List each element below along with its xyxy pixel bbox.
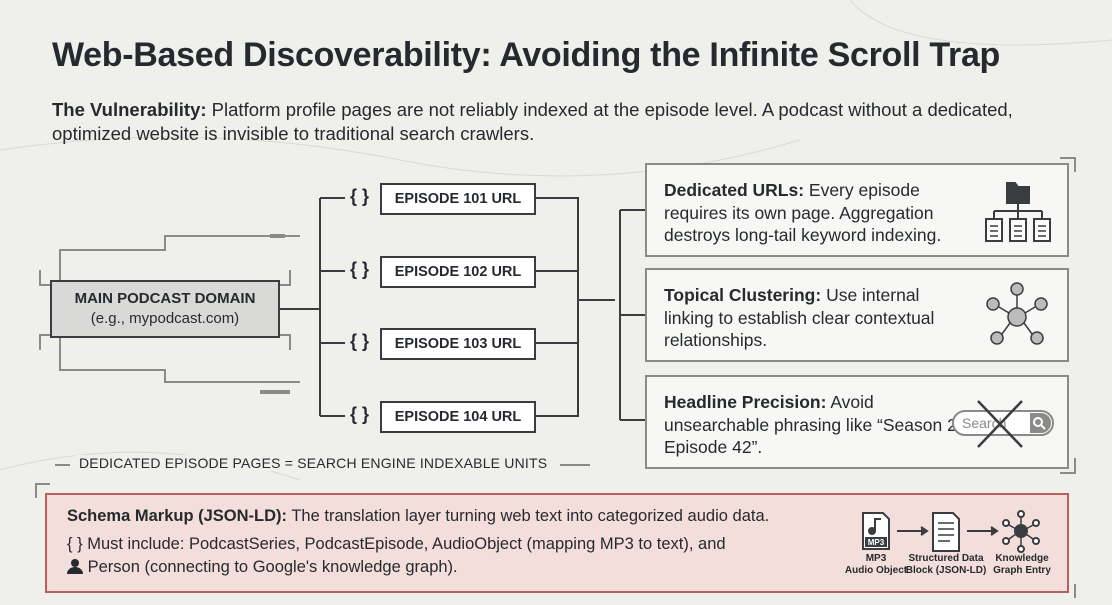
search-icon: Search	[952, 400, 1054, 448]
card-label: Topical Clustering:	[664, 285, 822, 305]
card-body: Avoid unsearchable phrasing like “Season…	[664, 392, 962, 457]
flow-icons: MP3	[862, 510, 1040, 553]
schema-panel: Schema Markup (JSON-LD): The translation…	[45, 493, 1069, 593]
person-icon	[67, 559, 83, 574]
brace: { }	[350, 259, 370, 279]
brace: { }	[350, 404, 370, 424]
title: Web-Based Discoverability: Avoiding the …	[52, 36, 1001, 74]
schema-line: Schema Markup (JSON-LD): The translation…	[67, 507, 769, 526]
episode-box: EPISODE 104 URL	[380, 401, 536, 433]
card-text: Topical Clustering: Use internal linking…	[664, 284, 964, 352]
hierarchy-icon	[985, 182, 1051, 242]
brace: { }	[350, 331, 370, 351]
card-text: Headline Precision: Avoid unsearchable p…	[664, 391, 964, 459]
domain-box: MAIN PODCAST DOMAIN (e.g., mypodcast.com…	[50, 280, 280, 338]
flow-label: MP3 Audio Object	[831, 553, 921, 577]
brace: { }	[350, 186, 370, 206]
card: Dedicated URLs: Every episode requires i…	[645, 163, 1069, 257]
vulnerability-text: Platform profile pages are not reliably …	[52, 99, 1013, 144]
flow-label-line: Knowledge	[995, 553, 1049, 564]
card: Headline Precision: Avoid unsearchable p…	[645, 375, 1069, 469]
schema-line: { } Must include: PodcastSeries, Podcast…	[67, 535, 726, 554]
flow-label-line: Graph Entry	[993, 565, 1051, 576]
card: Topical Clustering: Use internal linking…	[645, 268, 1069, 362]
episode-box: EPISODE 101 URL	[380, 183, 536, 215]
flow-label: Structured Data Block (JSON-LD)	[901, 553, 991, 577]
episode-box: EPISODE 102 URL	[380, 256, 536, 288]
flow-label: Knowledge Graph Entry	[977, 553, 1067, 577]
vulnerability: The Vulnerability: Platform profile page…	[52, 98, 1052, 146]
schema-text: The translation layer turning web text i…	[291, 507, 770, 525]
schema-include: Must include: PodcastSeries, PodcastEpis…	[87, 535, 726, 553]
mp3-icon-text: MP3	[868, 538, 885, 547]
flow-label-line: Block (JSON-LD)	[905, 565, 987, 576]
caption: DEDICATED EPISODE PAGES = SEARCH ENGINE …	[75, 455, 552, 471]
schema-person: Person (connecting to Google's knowledge…	[87, 558, 458, 576]
schema-line: Person (connecting to Google's knowledge…	[67, 558, 458, 577]
card-label: Headline Precision:	[664, 392, 827, 412]
flow-label-line: Audio Object	[844, 565, 908, 576]
domain-example: (e.g., mypodcast.com)	[90, 310, 240, 327]
schema-label: Schema Markup (JSON-LD):	[67, 507, 288, 525]
cluster-icon	[986, 282, 1048, 345]
flow-label-line: MP3	[865, 553, 887, 564]
vulnerability-label: The Vulnerability:	[52, 99, 207, 120]
schema-brace: { }	[67, 535, 83, 553]
card-text: Dedicated URLs: Every episode requires i…	[664, 179, 964, 247]
flow-label-line: Structured Data	[908, 553, 984, 564]
card-label: Dedicated URLs:	[664, 180, 805, 200]
episode-box: EPISODE 103 URL	[380, 328, 536, 360]
domain-label: MAIN PODCAST DOMAIN	[74, 290, 256, 307]
card-body: Use internal linking to establish clear …	[664, 285, 935, 350]
card-body: Every episode requires its own page. Agg…	[664, 180, 942, 245]
